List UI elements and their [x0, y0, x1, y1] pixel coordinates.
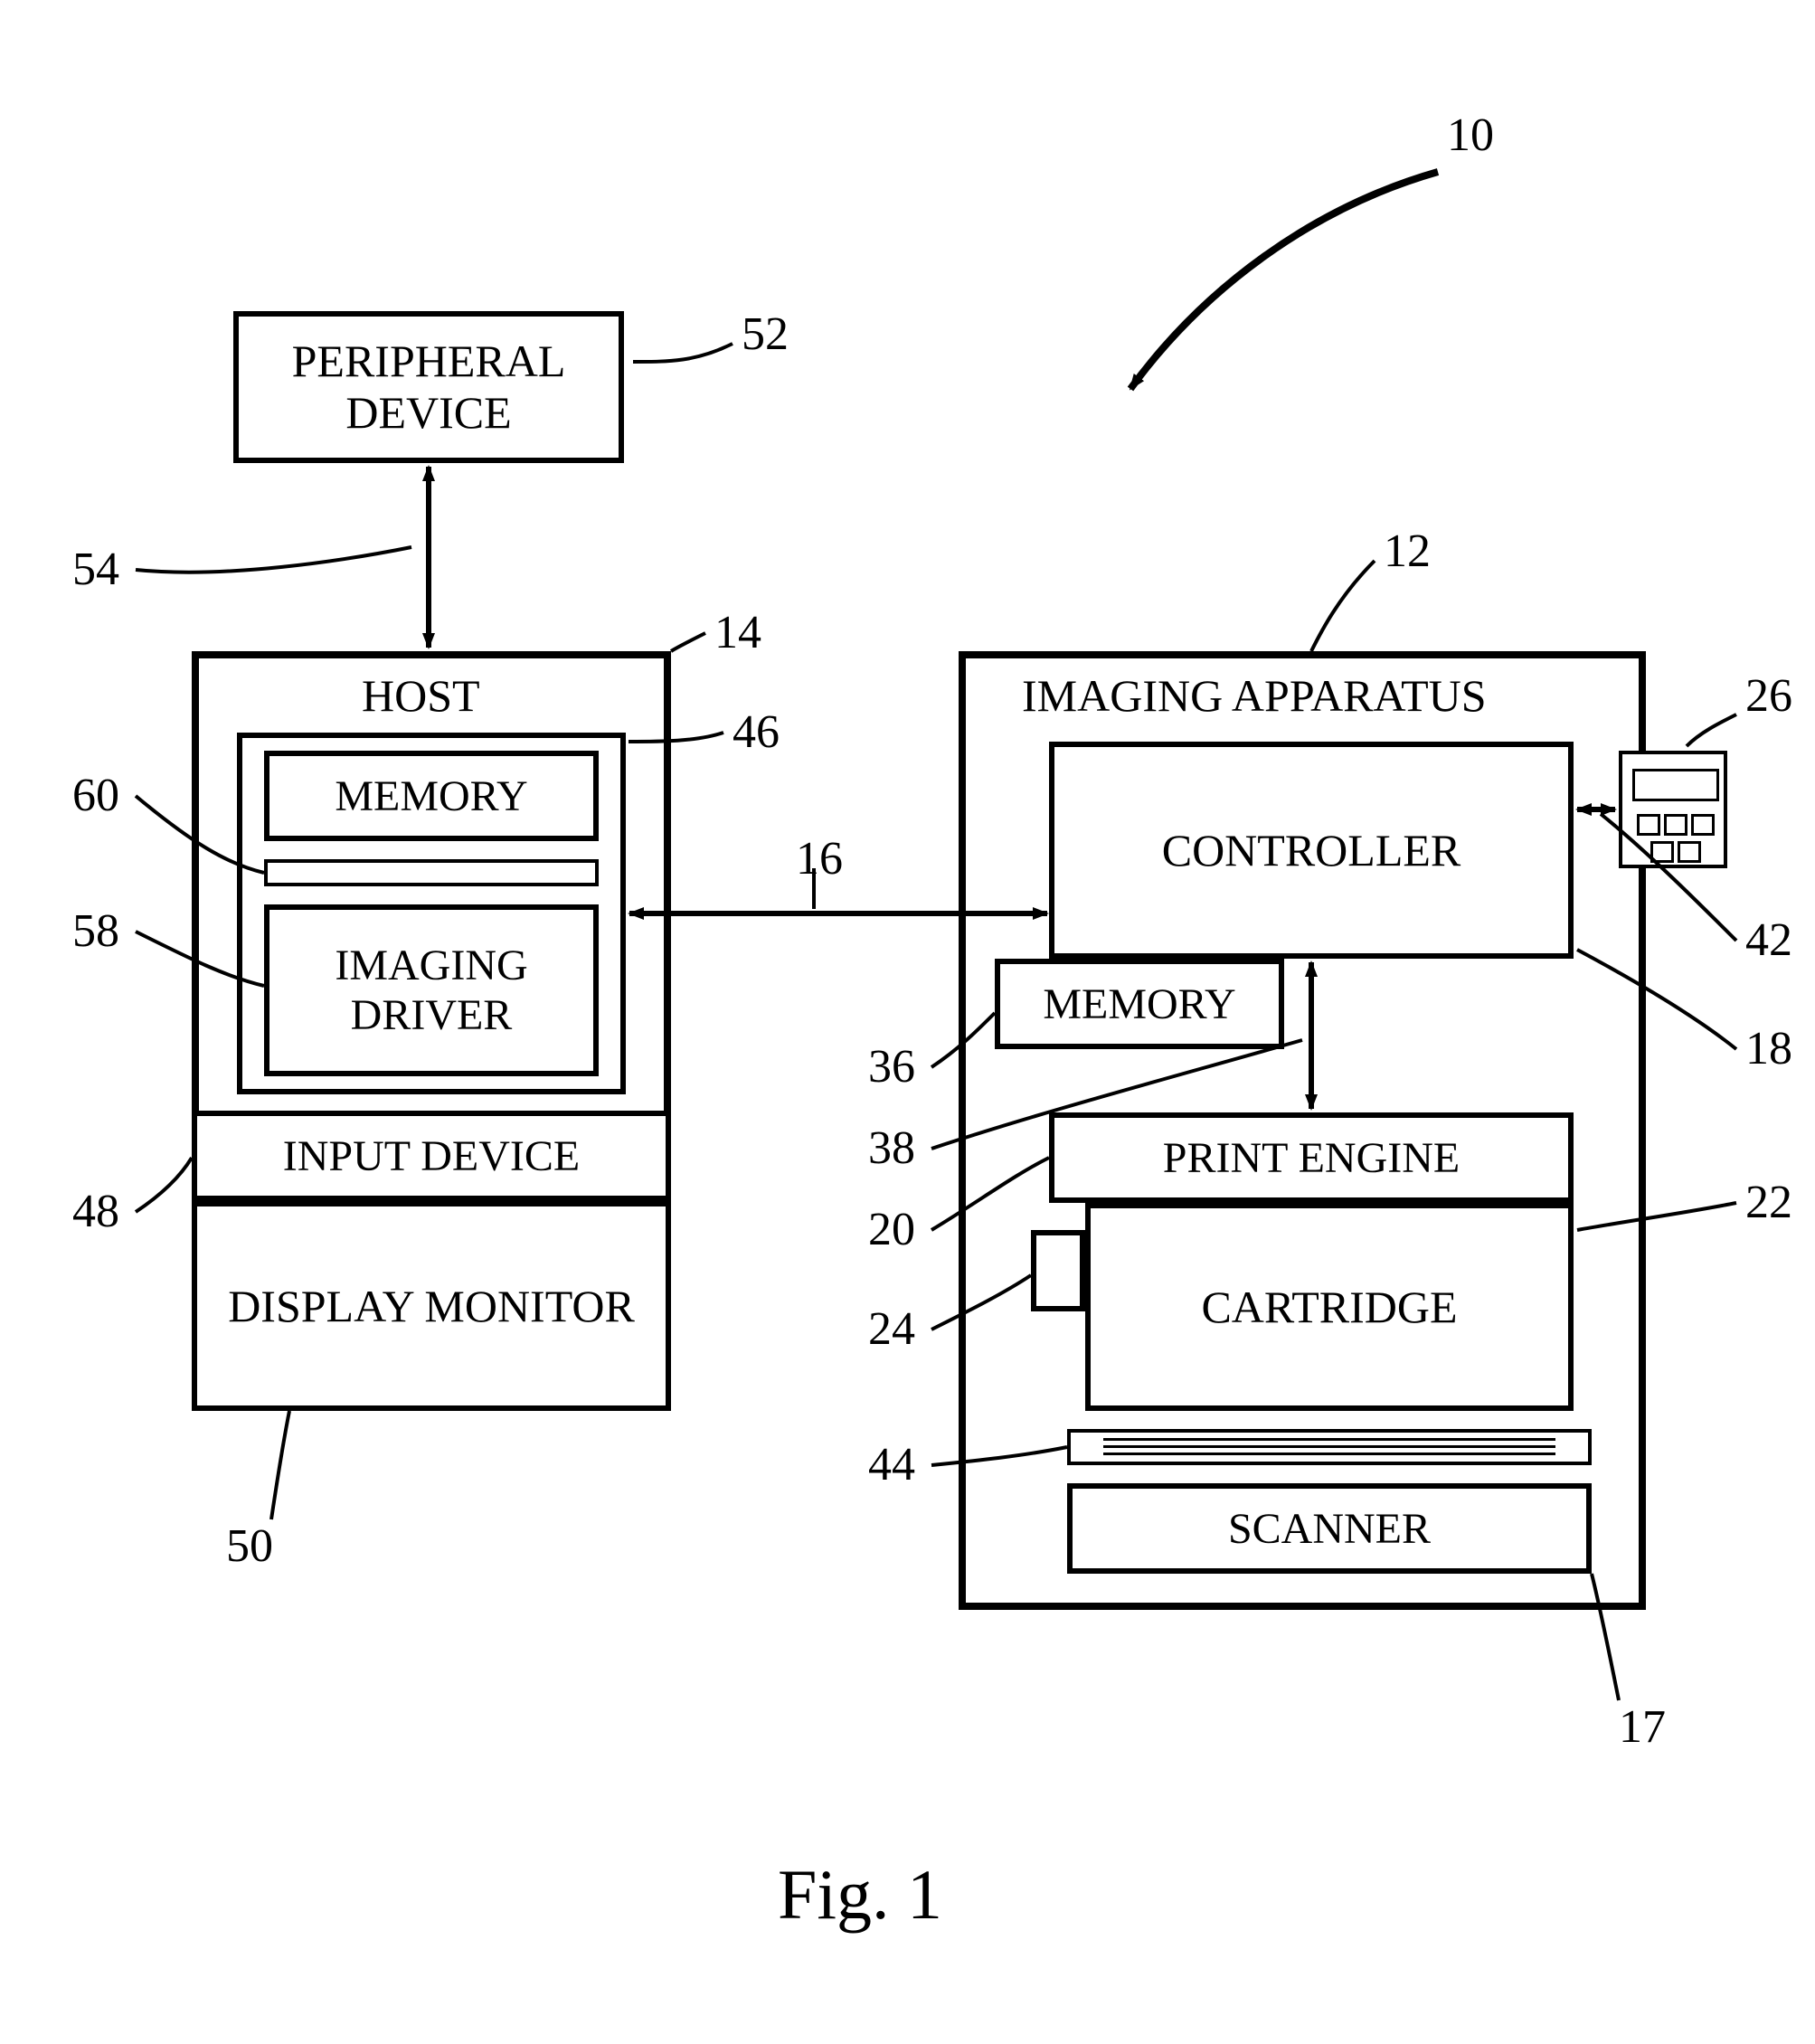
print-engine-label: PRINT ENGINE — [1163, 1133, 1460, 1183]
cartridge-tab — [1031, 1230, 1085, 1311]
ref-38: 38 — [868, 1121, 915, 1175]
input-device-label: INPUT DEVICE — [283, 1131, 580, 1181]
ref-60: 60 — [72, 769, 119, 822]
ref-10: 10 — [1447, 109, 1494, 162]
ref-24: 24 — [868, 1302, 915, 1356]
peripheral-device-label: PERIPHERAL DEVICE — [239, 336, 619, 440]
imaging-apparatus-title: IMAGING APPARATUS — [1022, 669, 1487, 722]
cartridge-label: CARTRIDGE — [1201, 1281, 1457, 1333]
ref-36: 36 — [868, 1040, 915, 1093]
apparatus-memory-box: MEMORY — [995, 959, 1284, 1049]
ref-18: 18 — [1745, 1022, 1792, 1075]
peripheral-device-box: PERIPHERAL DEVICE — [233, 311, 624, 463]
display-monitor-box: DISPLAY MONITOR — [192, 1201, 671, 1411]
scanner-box: SCANNER — [1067, 1483, 1592, 1574]
display-monitor-label: DISPLAY MONITOR — [228, 1279, 635, 1333]
ref-26: 26 — [1745, 669, 1792, 723]
ref-17: 17 — [1619, 1700, 1666, 1754]
controller-label: CONTROLLER — [1162, 824, 1461, 876]
host-memory-label: MEMORY — [335, 771, 527, 821]
ref-58: 58 — [72, 904, 119, 958]
imaging-driver-box: IMAGING DRIVER — [264, 904, 599, 1076]
firmware-bar — [264, 859, 599, 886]
imaging-driver-label: IMAGING DRIVER — [269, 941, 593, 1040]
ref-16: 16 — [796, 832, 843, 885]
scanner-label: SCANNER — [1228, 1504, 1431, 1554]
cartridge-box: CARTRIDGE — [1085, 1203, 1574, 1411]
ref-12: 12 — [1384, 525, 1431, 578]
ref-44: 44 — [868, 1438, 915, 1491]
host-title: HOST — [362, 669, 480, 722]
print-engine-box: PRINT ENGINE — [1049, 1112, 1574, 1203]
host-memory-box: MEMORY — [264, 751, 599, 841]
ref-52: 52 — [742, 308, 789, 361]
input-device-box: INPUT DEVICE — [192, 1111, 671, 1201]
controller-box: CONTROLLER — [1049, 742, 1574, 959]
ref-14: 14 — [714, 606, 761, 659]
ref-42: 42 — [1745, 913, 1792, 967]
ref-50: 50 — [226, 1519, 273, 1573]
ref-46: 46 — [733, 705, 780, 759]
ref-54: 54 — [72, 543, 119, 596]
figure-label: Fig. 1 — [778, 1854, 942, 1935]
ref-22: 22 — [1745, 1176, 1792, 1229]
apparatus-memory-label: MEMORY — [1043, 979, 1235, 1029]
ref-20: 20 — [868, 1203, 915, 1256]
ref-48: 48 — [72, 1185, 119, 1238]
